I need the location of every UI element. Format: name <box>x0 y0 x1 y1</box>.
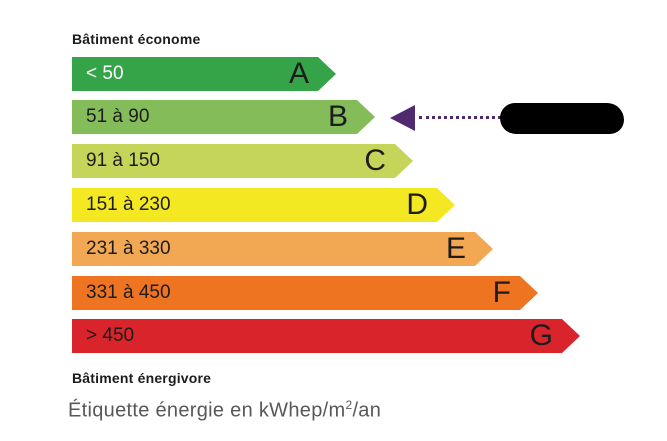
class-letter: F <box>492 276 511 309</box>
chart-caption: Étiquette énergie en kWhep/m2/an <box>68 398 381 423</box>
caption-superscript: 2 <box>345 398 353 412</box>
range-label: 51 à 90 <box>86 106 150 127</box>
class-letter: C <box>364 144 386 177</box>
left-arrow-indicator-icon <box>390 105 415 131</box>
energy-class-bar-g: > 450 G <box>72 319 580 353</box>
class-letter: G <box>529 319 553 352</box>
economical-building-label: Bâtiment économe <box>72 31 201 47</box>
range-label: 231 à 330 <box>86 238 171 259</box>
class-letter: D <box>406 188 428 221</box>
range-label: 331 à 450 <box>86 282 171 303</box>
energy-class-bar-e: 231 à 330 E <box>72 232 493 266</box>
energy-class-bar-c: 91 à 150 C <box>72 144 413 178</box>
range-label: 91 à 150 <box>86 150 160 171</box>
class-letter: B <box>327 100 348 133</box>
energy-class-bar-a: < 50 A <box>72 57 336 91</box>
energy-class-bar-f: 331 à 450 F <box>72 276 538 310</box>
energy-class-bar-b: 51 à 90 B <box>72 100 375 134</box>
range-label: < 50 <box>86 63 124 84</box>
indicator-dotted-line <box>419 116 501 119</box>
energy-intensive-building-label: Bâtiment énergivore <box>72 370 212 386</box>
range-label: 151 à 230 <box>86 194 171 215</box>
class-letter: E <box>445 232 466 265</box>
caption-text-end: /an <box>352 399 382 422</box>
caption-text: Étiquette énergie en kWhep/m <box>68 399 346 422</box>
range-label: > 450 <box>86 325 135 346</box>
class-letter: A <box>288 57 309 90</box>
redacted-value-blob <box>500 103 624 134</box>
energy-class-bar-d: 151 à 230 D <box>72 188 455 222</box>
